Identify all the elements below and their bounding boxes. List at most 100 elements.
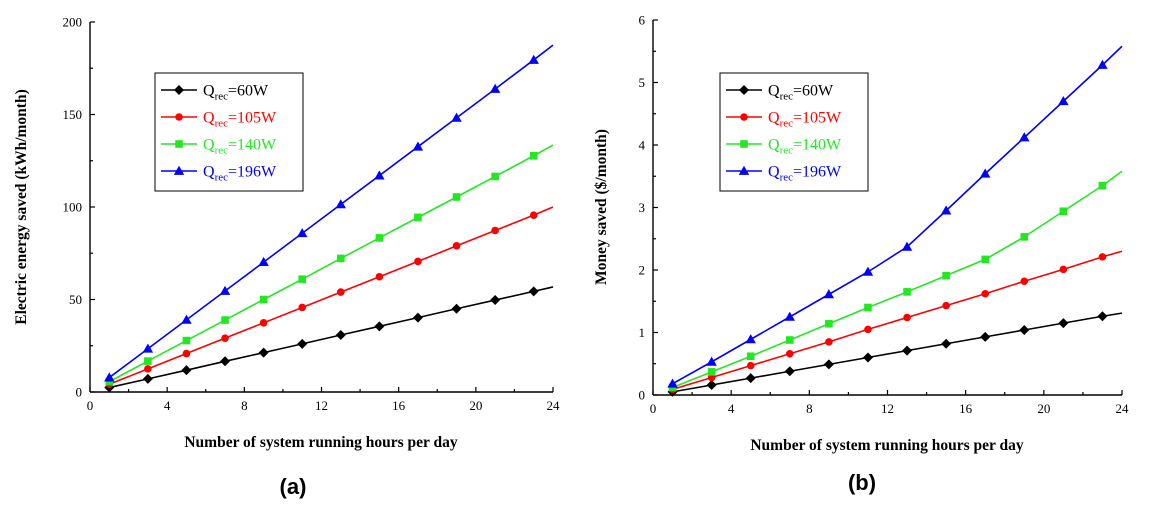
data-point [825, 338, 833, 346]
data-point [784, 366, 795, 377]
legend-marker [175, 140, 183, 148]
data-point [336, 288, 345, 296]
data-point [452, 242, 461, 250]
legend-label: Qrec=60W [203, 83, 269, 103]
data-point [745, 373, 756, 384]
data-point [220, 356, 231, 367]
data-point [335, 330, 346, 341]
data-point [105, 377, 114, 386]
data-point [182, 336, 191, 345]
data-point [862, 266, 874, 276]
data-point [142, 343, 154, 353]
x-tick-label: 24 [1116, 401, 1130, 416]
data-point [451, 303, 462, 314]
y-tick-label: 6 [639, 13, 646, 28]
data-point [452, 193, 461, 201]
data-point [1098, 181, 1107, 190]
x-tick-label: 12 [315, 398, 328, 413]
y-tick-label: 50 [69, 292, 82, 307]
data-point [528, 286, 539, 297]
data-point [298, 275, 307, 283]
data-point [1020, 233, 1029, 241]
data-point [1020, 277, 1029, 286]
data-point [529, 151, 538, 160]
data-point [259, 295, 268, 304]
data-point [374, 170, 385, 180]
data-point [823, 359, 834, 370]
data-point [706, 356, 717, 366]
series-line [109, 286, 554, 389]
data-point [258, 256, 269, 267]
x-tick-label: 16 [392, 398, 406, 413]
y-tick-label: 0 [76, 385, 83, 400]
legend-marker [738, 165, 750, 175]
data-point [374, 321, 385, 332]
data-point [942, 301, 950, 310]
data-point [221, 334, 229, 342]
data-point [258, 347, 269, 358]
data-point [375, 234, 384, 242]
data-point [785, 336, 794, 344]
data-point [412, 141, 424, 151]
data-point [181, 314, 192, 324]
y-tick-label: 150 [63, 107, 83, 122]
data-point [490, 295, 501, 306]
y-tick-label: 100 [63, 200, 83, 215]
data-point [1019, 132, 1030, 142]
data-point [336, 254, 345, 263]
data-point [451, 112, 462, 122]
series-line [672, 170, 1123, 389]
legend-label: Qrec=105W [768, 110, 842, 130]
legend-marker [173, 165, 185, 175]
data-point [864, 325, 872, 334]
data-point [862, 352, 873, 363]
data-point [981, 289, 990, 298]
caption-a: (a) [280, 474, 307, 499]
data-point [823, 289, 835, 299]
legend-marker [740, 140, 748, 148]
x-tick-label: 4 [728, 401, 735, 416]
data-point [491, 172, 499, 181]
data-point [746, 361, 755, 370]
data-point [784, 311, 795, 321]
data-point [981, 255, 990, 264]
legend-label: Qrec=60W [768, 83, 834, 103]
data-point [941, 338, 952, 349]
data-point [259, 319, 268, 327]
data-point [414, 257, 422, 266]
data-point [667, 378, 678, 388]
data-point [529, 211, 538, 219]
legend-marker [175, 113, 183, 121]
x-tick-label: 0 [87, 398, 94, 413]
data-point [745, 334, 756, 344]
data-point [104, 372, 115, 382]
data-point [864, 303, 872, 312]
data-point [144, 365, 152, 373]
data-point [707, 368, 716, 376]
series-line [672, 312, 1123, 393]
legend-label: Qrec=140W [768, 137, 842, 157]
data-point [1058, 318, 1069, 329]
data-point [942, 271, 950, 280]
data-point [491, 226, 499, 235]
caption-b: (b) [848, 470, 876, 495]
y-tick-label: 1 [639, 325, 646, 340]
y-tick-label: 5 [639, 75, 646, 90]
legend-label: Qrec=105W [203, 110, 277, 130]
x-tick-label: 16 [959, 401, 973, 416]
x-tick-label: 20 [469, 398, 482, 413]
data-point [375, 272, 384, 281]
data-point [221, 316, 229, 324]
legend-marker [174, 85, 184, 95]
data-point [785, 349, 794, 358]
x-tick-label: 4 [164, 398, 171, 413]
data-point [412, 312, 423, 323]
data-point [182, 349, 191, 358]
y-tick-label: 4 [639, 138, 646, 153]
x-tick-label: 8 [806, 401, 813, 416]
data-point [940, 205, 952, 215]
chart-a: 0 4 8 12 16 20 24 0 50 100 150 200 Number of system … [13, 15, 560, 452]
legend-label: Qrec=140W [203, 137, 277, 157]
data-point [528, 54, 539, 64]
data-point [414, 213, 422, 222]
